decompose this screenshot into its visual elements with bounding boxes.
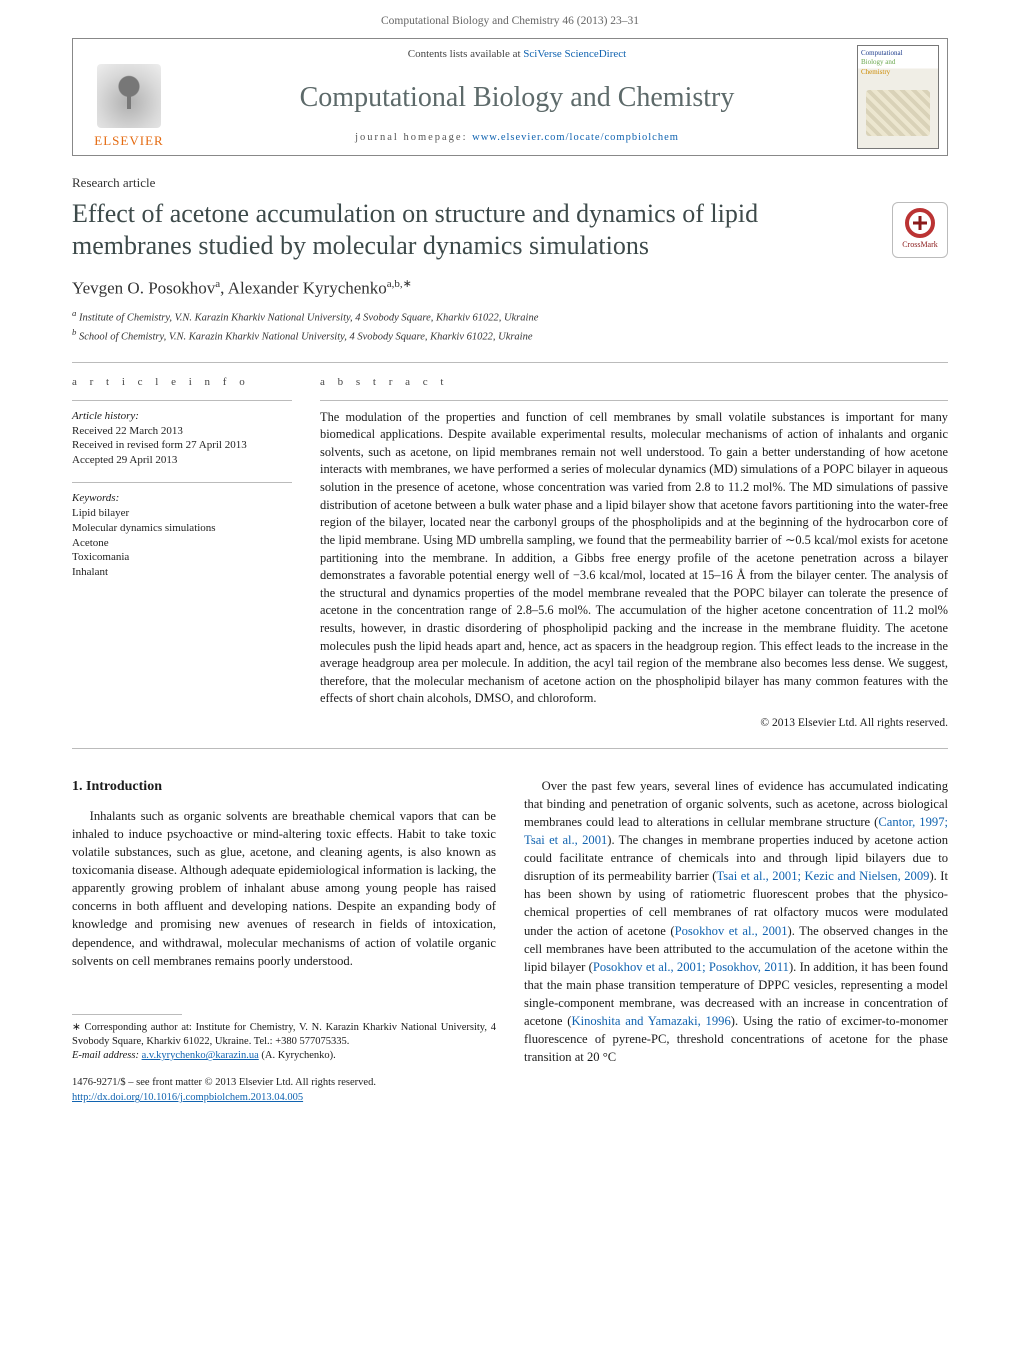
masthead-center: Contents lists available at SciVerse Sci… xyxy=(185,39,849,156)
history-line-0: Received 22 March 2013 xyxy=(72,424,292,439)
homepage-line: journal homepage: www.elsevier.com/locat… xyxy=(193,131,841,145)
email-tail: (A. Kyrychenko). xyxy=(259,1050,336,1061)
affiliation-b-text: School of Chemistry, V.N. Karazin Kharki… xyxy=(79,332,533,343)
elsevier-tree-icon xyxy=(97,64,161,128)
history-line-1: Received in revised form 27 April 2013 xyxy=(72,438,292,453)
footnote-rule xyxy=(72,1014,182,1015)
masthead: ELSEVIER Contents lists available at Sci… xyxy=(72,38,948,157)
article-info-heading: a r t i c l e i n f o xyxy=(72,375,292,390)
author-2: Alexander Kyrychenko xyxy=(228,279,387,298)
contents-line: Contents lists available at SciVerse Sci… xyxy=(193,47,841,62)
email-label: E-mail address: xyxy=(72,1050,142,1061)
cite-5[interactable]: Kinoshita and Yamazaki, 1996 xyxy=(571,1014,730,1028)
author-1-affil: a xyxy=(215,278,220,290)
article-info-column: a r t i c l e i n f o Article history: R… xyxy=(72,375,292,732)
abstract-heading: a b s t r a c t xyxy=(320,375,948,390)
intro-p2: Over the past few years, several lines o… xyxy=(524,777,948,1067)
history-label: Article history: xyxy=(72,409,292,424)
abstract-text: The modulation of the properties and fun… xyxy=(320,409,948,708)
abstract-rule xyxy=(320,400,948,401)
keyword-3: Toxicomania xyxy=(72,550,292,565)
cover-word-2: Biology and xyxy=(861,58,935,67)
keyword-0: Lipid bilayer xyxy=(72,506,292,521)
homepage-prefix: journal homepage: xyxy=(355,132,472,143)
issn-line: 1476-9271/$ – see front matter © 2013 El… xyxy=(72,1075,496,1090)
abstract-copyright: © 2013 Elsevier Ltd. All rights reserved… xyxy=(320,716,948,732)
author-list: Yevgen O. Posokhova, Alexander Kyrychenk… xyxy=(72,277,876,301)
journal-cover-thumb: Computational Biology and Chemistry xyxy=(857,45,939,149)
history-line-2: Accepted 29 April 2013 xyxy=(72,453,292,468)
affiliation-a: a Institute of Chemistry, V.N. Karazin K… xyxy=(72,308,876,326)
article-type: Research article xyxy=(72,174,948,192)
article-history: Article history: Received 22 March 2013 … xyxy=(72,409,292,468)
keyword-1: Molecular dynamics simulations xyxy=(72,521,292,536)
cover-word-3: Chemistry xyxy=(861,68,935,77)
contents-prefix: Contents lists available at xyxy=(408,48,523,60)
info-abstract-row: a r t i c l e i n f o Article history: R… xyxy=(72,375,948,732)
intro-heading: 1. Introduction xyxy=(72,777,496,797)
keywords-label: Keywords: xyxy=(72,491,292,506)
author-1: Yevgen O. Posokhov xyxy=(72,279,215,298)
column-left: 1. Introduction Inhalants such as organi… xyxy=(72,777,496,1106)
crossmark-badge[interactable]: CrossMark xyxy=(892,202,948,258)
email-link[interactable]: a.v.kyrychenko@karazin.ua xyxy=(142,1050,259,1061)
cover-thumb-block: Computational Biology and Chemistry xyxy=(849,39,947,156)
cite-4[interactable]: Posokhov et al., 2001; Posokhov, 2011 xyxy=(593,960,789,974)
body-columns: 1. Introduction Inhalants such as organi… xyxy=(72,777,948,1106)
title-block: Effect of acetone accumulation on struct… xyxy=(72,198,876,346)
footnote-text: ∗ Corresponding author at: Institute for… xyxy=(72,1021,496,1049)
article-title: Effect of acetone accumulation on struct… xyxy=(72,198,876,263)
crossmark-icon xyxy=(905,208,935,238)
journal-name: Computational Biology and Chemistry xyxy=(193,79,841,117)
publisher-logo-block: ELSEVIER xyxy=(73,39,185,156)
running-head: Computational Biology and Chemistry 46 (… xyxy=(0,0,1020,38)
affiliation-a-text: Institute of Chemistry, V.N. Karazin Kha… xyxy=(79,313,538,324)
column-right: Over the past few years, several lines o… xyxy=(524,777,948,1106)
corresponding-footnote: ∗ Corresponding author at: Institute for… xyxy=(72,1021,496,1064)
cite-2[interactable]: Tsai et al., 2001; Kezic and Nielsen, 20… xyxy=(716,869,929,883)
sciencedirect-link[interactable]: SciVerse ScienceDirect xyxy=(523,48,626,60)
footer-block: 1476-9271/$ – see front matter © 2013 El… xyxy=(72,1075,496,1105)
keyword-4: Inhalant xyxy=(72,565,292,580)
keyword-2: Acetone xyxy=(72,536,292,551)
abstract-column: a b s t r a c t The modulation of the pr… xyxy=(320,375,948,732)
author-2-affil: a,b,∗ xyxy=(387,278,412,290)
affiliation-b: b School of Chemistry, V.N. Karazin Khar… xyxy=(72,327,876,345)
cover-word-1: Computational xyxy=(861,49,903,57)
footnote-email-line: E-mail address: a.v.kyrychenko@karazin.u… xyxy=(72,1049,496,1063)
publisher-name: ELSEVIER xyxy=(94,132,163,150)
keywords-block: Keywords: Lipid bilayer Molecular dynami… xyxy=(72,491,292,580)
title-row: Effect of acetone accumulation on struct… xyxy=(72,198,948,346)
page-body: Research article Effect of acetone accum… xyxy=(0,174,1020,1145)
crossmark-label: CrossMark xyxy=(902,240,938,251)
doi-link[interactable]: http://dx.doi.org/10.1016/j.compbiolchem… xyxy=(72,1092,303,1103)
info-rule-1 xyxy=(72,400,292,401)
info-rule-2 xyxy=(72,482,292,483)
intro-p1: Inhalants such as organic solvents are b… xyxy=(72,807,496,970)
cite-3[interactable]: Posokhov et al., 2001 xyxy=(675,924,788,938)
journal-homepage-link[interactable]: www.elsevier.com/locate/compbiolchem xyxy=(472,132,679,143)
divider-top xyxy=(72,362,948,363)
divider-bottom xyxy=(72,748,948,749)
affiliations: a Institute of Chemistry, V.N. Karazin K… xyxy=(72,308,876,344)
